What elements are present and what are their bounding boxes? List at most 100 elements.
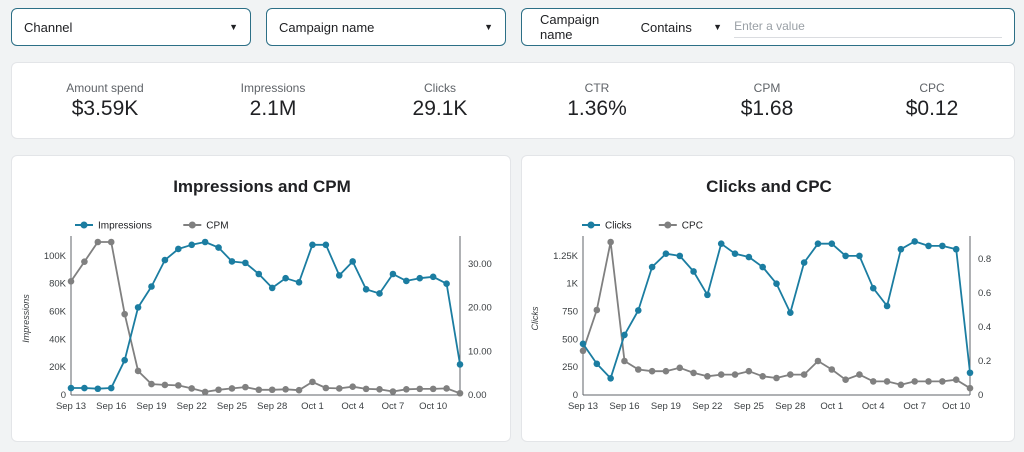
y-tick-label: 20K: [49, 362, 67, 373]
data-point-clicks: [952, 245, 960, 253]
data-point-cpm: [456, 389, 464, 397]
data-point-cpc: [662, 367, 670, 375]
data-point-cpm: [403, 386, 410, 393]
data-point-cpm: [242, 383, 249, 391]
data-point-cpm: [335, 385, 343, 392]
data-point-cpm: [215, 386, 222, 394]
data-point-cpc: [842, 376, 849, 383]
x-tick-label: Oct 4: [862, 401, 885, 412]
chevron-down-icon[interactable]: ▼: [713, 22, 723, 32]
chevron-down-icon[interactable]: ▼: [229, 22, 238, 32]
data-point-cpc: [759, 373, 766, 380]
operator-select[interactable]: Contains ▼: [641, 20, 723, 35]
data-point-cpm: [134, 367, 142, 375]
chevron-down-icon[interactable]: ▼: [484, 22, 493, 32]
kpi-value: $0.12: [905, 97, 959, 120]
x-tick-label: Sep 28: [775, 401, 805, 412]
data-point-clicks: [745, 253, 753, 261]
data-point-cpc: [966, 384, 974, 392]
data-point-impressions: [282, 274, 289, 282]
data-point-clicks: [648, 263, 656, 271]
data-point-cpm: [228, 385, 236, 392]
data-point-impressions: [134, 304, 142, 311]
data-point-clicks: [662, 250, 670, 257]
data-point-clicks: [690, 268, 697, 275]
x-tick-label: Sep 16: [609, 401, 639, 412]
legend-label: CPC: [682, 221, 703, 232]
data-point-clicks: [842, 252, 849, 260]
kpi-amount-spend: Amount spend $3.59K: [30, 81, 180, 121]
data-point-cpm: [443, 385, 450, 392]
data-point-impressions: [121, 356, 128, 364]
data-point-cpc: [939, 378, 946, 385]
data-point-clicks: [897, 245, 905, 253]
data-point-clicks: [856, 252, 863, 260]
data-point-impressions: [188, 241, 196, 249]
data-point-cpc: [579, 347, 587, 355]
x-tick-label: Oct 7: [382, 401, 405, 412]
kpi-value: 29.1K: [412, 97, 468, 120]
campaign-filter[interactable]: Campaign name ▼: [266, 8, 506, 46]
data-point-cpm: [389, 388, 397, 395]
data-point-cpc: [593, 306, 601, 314]
legend-swatch-dot: [80, 221, 88, 229]
y2-tick-label: 10.00: [468, 346, 492, 357]
y2-tick-label: 0.4: [978, 322, 991, 333]
data-point-clicks: [800, 259, 808, 266]
kpi-ctr: CTR 1.36%: [522, 81, 672, 121]
x-tick-label: Sep 22: [177, 401, 207, 412]
campaign-search-input[interactable]: [734, 16, 1002, 38]
data-point-clicks: [607, 375, 614, 382]
data-point-cpm: [295, 386, 303, 394]
y-tick-label: 60K: [49, 307, 67, 318]
x-tick-label: Sep 16: [96, 401, 126, 412]
legend-label: Clicks: [605, 221, 632, 232]
data-point-cpc: [814, 357, 822, 365]
kpi-value: 1.36%: [567, 97, 627, 120]
series-line-cpm: [70, 241, 461, 395]
data-point-impressions: [215, 244, 222, 251]
data-point-cpc: [787, 371, 794, 378]
data-point-cpc: [704, 373, 711, 380]
kpi-clicks: Clicks 29.1K: [365, 81, 515, 121]
kpi-label: CPM: [753, 81, 781, 95]
data-point-impressions: [322, 241, 330, 249]
data-point-cpc: [621, 357, 628, 365]
data-point-clicks: [704, 291, 711, 299]
y-tick-label: 0: [61, 390, 66, 401]
data-point-clicks: [828, 240, 836, 247]
data-point-cpc: [676, 364, 684, 372]
y2-tick-label: 0.8: [978, 254, 991, 265]
data-point-cpc: [607, 238, 614, 246]
x-tick-label: Sep 19: [651, 401, 681, 412]
channel-filter[interactable]: Channel ▼: [11, 8, 251, 46]
data-point-cpm: [175, 382, 182, 389]
data-point-impressions: [148, 283, 155, 290]
campaign-filter-label: Campaign name: [279, 19, 375, 35]
data-point-impressions: [242, 259, 249, 267]
data-point-clicks: [593, 360, 601, 368]
data-point-impressions: [309, 241, 316, 249]
y-tick-label: 750: [562, 307, 578, 318]
y2-tick-label: 0.6: [978, 288, 991, 299]
clicks-cpc-svg: Clicks and CPC Clicks CPC 0 250 500 750 1K 1.25K…: [530, 177, 991, 412]
x-tick-label: Oct 1: [820, 401, 843, 412]
clicks-cpc-chart: Clicks and CPC Clicks CPC 0 250 500 750 1K 1.25K…: [521, 155, 1015, 442]
x-tick-label: Sep 19: [136, 401, 166, 412]
data-point-cpc: [717, 371, 725, 378]
y-tick-label: 500: [562, 334, 578, 345]
data-point-cpm: [148, 380, 155, 388]
y2-tick-label: 0.2: [978, 356, 991, 367]
data-point-cpc: [925, 378, 932, 385]
legend-swatch-dot: [664, 221, 672, 229]
data-point-cpm: [188, 385, 196, 392]
kpi-label: Clicks: [424, 81, 456, 95]
data-point-cpm: [67, 278, 75, 285]
campaign-search-filter: Campaign name Contains ▼: [521, 8, 1015, 46]
data-point-clicks: [966, 369, 974, 377]
data-point-cpc: [800, 371, 808, 378]
data-point-clicks: [621, 331, 628, 339]
data-point-cpc: [634, 366, 642, 373]
x-tick-label: Sep 13: [56, 401, 86, 412]
data-point-cpm: [362, 385, 370, 393]
